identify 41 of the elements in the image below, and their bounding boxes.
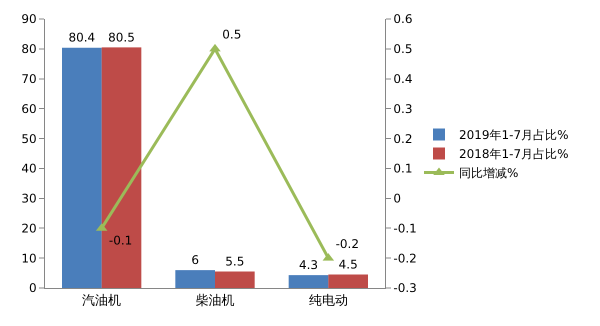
bar <box>175 270 215 288</box>
legend-label: 2019年1-7月占比% <box>459 128 569 142</box>
y2-tick-label: 0.3 <box>393 102 412 116</box>
data-label: -0.2 <box>336 236 359 251</box>
y-tick-label: 80 <box>21 42 37 56</box>
y-tick-label: 0 <box>28 281 37 296</box>
bar <box>102 47 142 288</box>
y2-tick-label: 0.4 <box>393 72 412 86</box>
y2-tick-label: 0.2 <box>393 132 412 146</box>
y-tick-label: 10 <box>21 251 37 266</box>
data-label: 80.4 <box>68 30 96 45</box>
data-label: 4.5 <box>338 258 358 272</box>
y-tick-label: 50 <box>21 132 37 146</box>
y-tick-label: 40 <box>21 162 37 176</box>
y-tick-label: 90 <box>21 12 37 26</box>
y-tick-label: 20 <box>21 221 37 236</box>
legend-label: 同比增减% <box>459 166 518 180</box>
data-label: 6 <box>191 253 199 268</box>
y-tick-label: 70 <box>21 72 37 86</box>
bar <box>288 275 328 288</box>
data-label: 4.3 <box>298 258 318 272</box>
y2-tick-label: -0.2 <box>393 251 417 266</box>
x-tick-label: 柴油机 <box>196 294 234 309</box>
bar <box>62 48 102 288</box>
y2-tick-label: 0.6 <box>393 12 412 26</box>
bar <box>215 272 255 288</box>
data-label: 5.5 <box>225 254 244 269</box>
y2-tick-label: -0.1 <box>393 221 417 236</box>
x-tick-label: 汽油机 <box>82 294 122 309</box>
y-tick-label: 30 <box>21 192 37 206</box>
legend-label: 2018年1-7月占比% <box>459 147 569 162</box>
data-label: 0.5 <box>222 28 242 42</box>
y2-tick-label: 0.1 <box>393 162 412 176</box>
data-label: -0.1 <box>108 233 132 248</box>
y2-tick-label: 0 <box>393 192 402 206</box>
y2-tick-label: -0.3 <box>393 281 417 296</box>
data-label: 80.5 <box>108 30 135 44</box>
y2-tick-label: 0.5 <box>393 42 412 56</box>
x-tick-label: 纯电动 <box>308 294 348 309</box>
y-tick-label: 60 <box>21 102 37 116</box>
bar <box>328 274 368 288</box>
